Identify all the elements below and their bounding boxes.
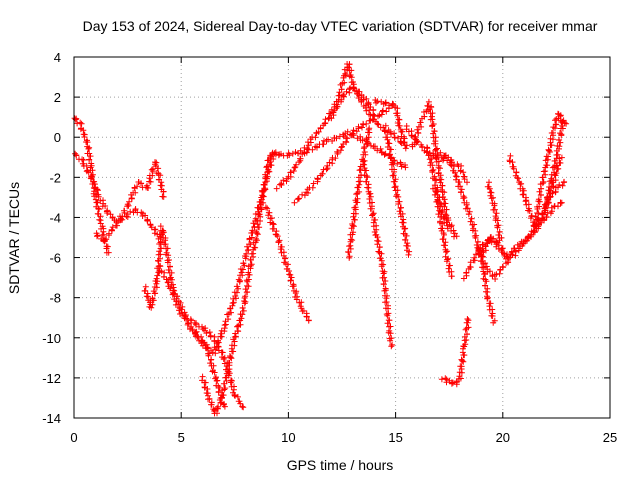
- series-arc-22: [438, 316, 472, 388]
- series-arc-15: [372, 97, 410, 152]
- plot-frame: [73, 56, 611, 419]
- series-markers: [409, 98, 460, 240]
- series-arc-18: [409, 98, 460, 240]
- series-markers: [93, 159, 167, 244]
- series-markers: [403, 123, 470, 186]
- y-tick-label: -10: [42, 331, 61, 346]
- series-markers: [328, 84, 377, 122]
- series-arc-3: [93, 159, 167, 244]
- y-tick-label: -8: [49, 291, 61, 306]
- axis-ticks: 0 5 10 15 20 25 -14 -12 -10 -8 -6 -4 -2 0 2 4: [42, 50, 617, 445]
- series-arc-8: [262, 204, 312, 324]
- series-markers: [345, 125, 373, 261]
- series-markers: [71, 115, 112, 256]
- series-markers: [381, 122, 413, 258]
- x-tick-label: 0: [70, 430, 77, 445]
- series-arc-13: [345, 125, 373, 261]
- x-tick-label: 10: [281, 430, 295, 445]
- series-arc-26: [484, 179, 505, 244]
- series-arc-28: [531, 110, 570, 230]
- series-markers: [484, 179, 505, 244]
- x-tick-label: 15: [388, 430, 402, 445]
- chart-title: Day 153 of 2024, Sidereal Day-to-day VTE…: [83, 18, 598, 34]
- y-axis-label: SDTVAR / TECUs: [6, 182, 22, 294]
- x-tick-label: 5: [178, 430, 185, 445]
- series-arc-12: [328, 84, 377, 122]
- series-markers: [531, 110, 570, 230]
- series-arc-17: [403, 123, 470, 186]
- series-markers: [199, 150, 279, 417]
- series-markers: [291, 102, 396, 206]
- series-arc-11: [291, 102, 396, 206]
- x-tick-label: 20: [496, 430, 510, 445]
- series-arc-6: [199, 150, 279, 417]
- plot-points: [71, 61, 570, 417]
- series-arc-21: [430, 185, 455, 280]
- series-markers: [72, 150, 163, 242]
- x-axis-label: GPS time / hours: [287, 457, 394, 473]
- series-arc-14: [360, 157, 396, 350]
- series-markers: [188, 149, 277, 357]
- series-arc-7: [188, 149, 277, 357]
- y-tick-label: -6: [49, 251, 61, 266]
- y-tick-label: 4: [54, 50, 61, 65]
- series-markers: [430, 185, 455, 280]
- y-tick-label: -4: [49, 210, 61, 225]
- y-tick-label: 2: [54, 90, 61, 105]
- series-arc-29: [541, 118, 566, 210]
- series-arc-1: [71, 115, 112, 256]
- y-tick-label: -2: [49, 170, 61, 185]
- y-tick-label: -14: [42, 411, 61, 426]
- series-markers: [372, 97, 410, 152]
- series-arc-2: [72, 150, 163, 242]
- series-markers: [541, 118, 566, 210]
- series-arc-16: [381, 122, 413, 258]
- series-markers: [262, 204, 312, 324]
- series-markers: [360, 157, 396, 350]
- y-tick-label: 0: [54, 130, 61, 145]
- series-markers: [438, 316, 472, 388]
- y-tick-label: -12: [42, 371, 61, 386]
- x-tick-label: 25: [603, 430, 617, 445]
